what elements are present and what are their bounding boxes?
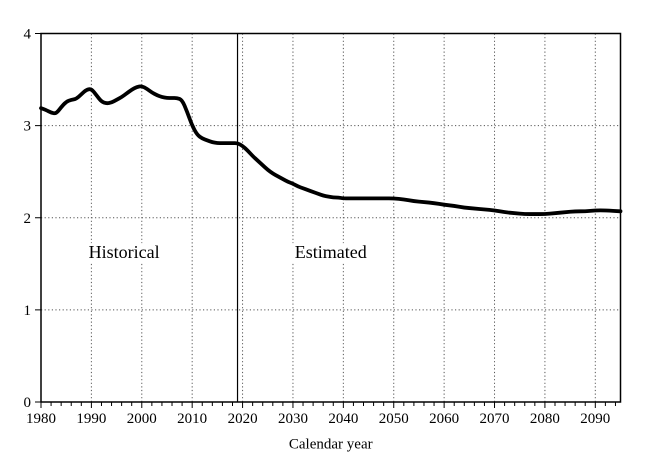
x-tick-label: 2010 [177,411,207,427]
annotation-historical: Historical [85,242,163,263]
x-tick-label: 2070 [480,411,510,427]
y-tick-label: 1 [24,303,32,319]
x-tick-label: 2090 [580,411,610,427]
x-tick-label: 1980 [26,411,56,427]
y-tick-label: 2 [24,211,32,227]
x-tick-label: 1990 [76,411,106,427]
x-tick-label: 2080 [530,411,560,427]
y-tick-label: 3 [24,119,32,135]
x-tick-label: 2020 [228,411,258,427]
y-tick-label: 4 [24,27,32,43]
x-tick-label: 2060 [429,411,459,427]
x-axis-title: Calendar year [288,436,373,453]
x-tick-label: 2050 [379,411,409,427]
data-line [39,84,623,216]
y-tick-label: 0 [24,395,32,411]
x-tick-label: 2000 [127,411,157,427]
x-tick-label: 2030 [278,411,308,427]
x-tick-label: 2040 [328,411,358,427]
annotation-estimated: Estimated [291,242,370,263]
